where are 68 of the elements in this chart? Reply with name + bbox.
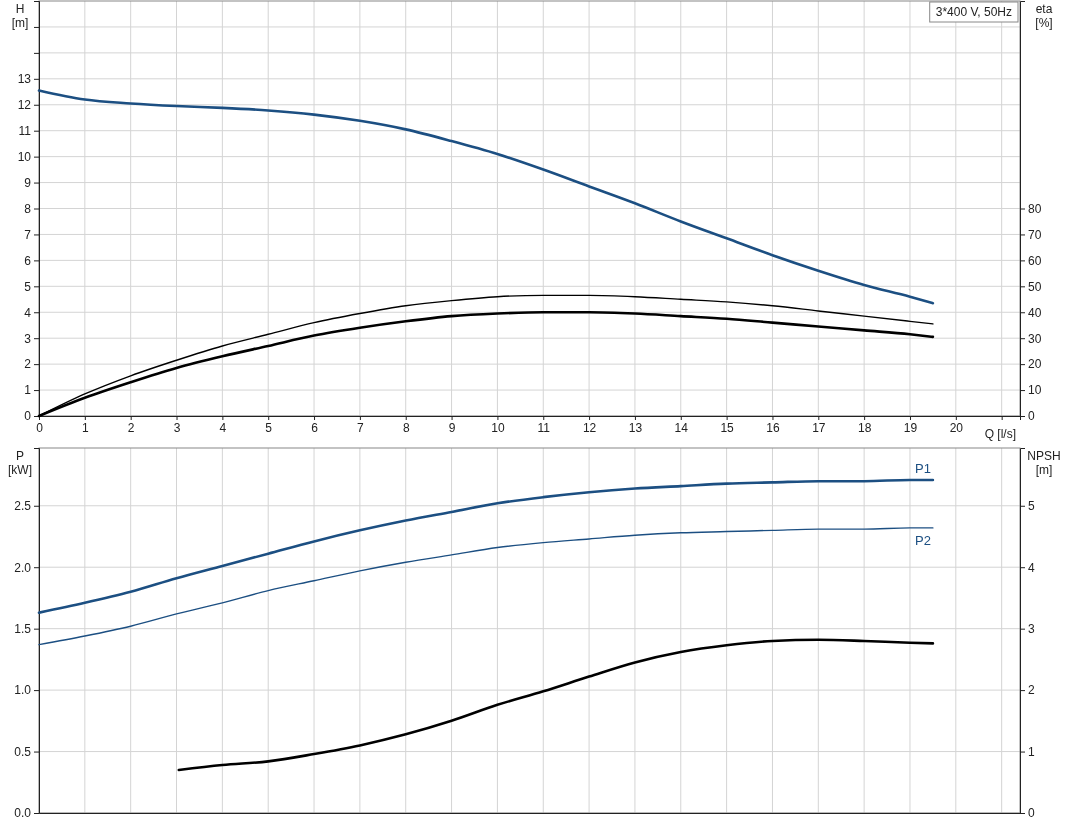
y-tick-label: 8 bbox=[24, 201, 32, 216]
x-tick-label: 20 bbox=[949, 420, 964, 435]
y2-tick-label: 1 bbox=[1028, 744, 1035, 759]
x-axis-title: Q [l/s] bbox=[984, 427, 1016, 441]
y-tick-label: 1.5 bbox=[14, 622, 32, 636]
x-tick-label: 4 bbox=[219, 420, 227, 435]
y-tick-label: 7 bbox=[24, 227, 32, 242]
y-axis-title: H [m] bbox=[11, 2, 29, 30]
x-tick-label: 12 bbox=[582, 420, 597, 435]
y-tick-label: 3 bbox=[24, 331, 32, 346]
x-tick-label: 13 bbox=[628, 420, 643, 435]
y2-tick-label: 20 bbox=[1028, 357, 1042, 372]
x-tick-label: 11 bbox=[537, 420, 551, 435]
y-tick-label: 0 bbox=[24, 409, 32, 424]
x-tick-label: 1 bbox=[82, 420, 89, 435]
y2-axis-title: eta [%] bbox=[1035, 2, 1053, 30]
y2-tick-label: 40 bbox=[1028, 305, 1042, 320]
y-tick-label: 6 bbox=[24, 253, 32, 268]
y-tick-label: 2.5 bbox=[14, 499, 32, 514]
x-tick-label: 3 bbox=[173, 420, 181, 435]
y-tick-label: 2 bbox=[24, 357, 32, 372]
x-tick-label: 0 bbox=[36, 420, 44, 435]
y2-tick-label: 80 bbox=[1028, 201, 1042, 216]
y-tick-label: 9 bbox=[24, 175, 32, 190]
y2-tick-label: 30 bbox=[1028, 331, 1042, 346]
x-tick-label: 10 bbox=[491, 420, 505, 435]
line-series bbox=[177, 638, 935, 772]
y2-tick-label: 60 bbox=[1028, 253, 1042, 268]
y2-tick-label: 10 bbox=[1028, 383, 1042, 398]
x-tick-label: 5 bbox=[265, 420, 273, 435]
y2-tick-label: 2 bbox=[1028, 683, 1035, 698]
x-tick-label: 9 bbox=[448, 420, 456, 435]
x-tick-label: 8 bbox=[402, 420, 410, 435]
x-tick-label: 16 bbox=[766, 420, 780, 435]
y-tick-label: 10 bbox=[17, 149, 32, 164]
x-tick-label: 18 bbox=[857, 420, 872, 435]
x-tick-label: 14 bbox=[674, 420, 689, 435]
y2-tick-label: 3 bbox=[1028, 622, 1035, 636]
y-tick-label: 11 bbox=[18, 124, 32, 139]
x-tick-label: 6 bbox=[311, 420, 319, 435]
y-tick-label: 0.0 bbox=[14, 806, 32, 821]
x-tick-label: 15 bbox=[720, 420, 735, 435]
x-tick-label: 17 bbox=[812, 420, 826, 435]
x-tick-label: 7 bbox=[357, 420, 365, 435]
y-axis-title: P [kW] bbox=[8, 449, 32, 477]
x-tick-label: 19 bbox=[903, 420, 918, 435]
line-series bbox=[38, 527, 934, 646]
y2-tick-label: 50 bbox=[1028, 279, 1042, 294]
line-series bbox=[37, 478, 935, 614]
y2-tick-label: 0 bbox=[1028, 806, 1035, 821]
y-tick-label: 0.5 bbox=[14, 744, 32, 759]
y2-tick-label: 4 bbox=[1028, 560, 1035, 575]
y-tick-label: 12 bbox=[17, 98, 32, 113]
y2-tick-label: 0 bbox=[1028, 409, 1035, 424]
y-tick-label: 4 bbox=[24, 305, 32, 320]
y2-tick-label: 70 bbox=[1028, 227, 1042, 242]
series-label: P1 bbox=[915, 460, 931, 476]
y2-axis-title: NPSH [m] bbox=[1027, 449, 1061, 477]
y-tick-label: 2.0 bbox=[14, 560, 32, 575]
y-tick-label: 13 bbox=[17, 72, 32, 87]
y-tick-label: 1 bbox=[24, 383, 32, 398]
series-label: P2 bbox=[915, 532, 931, 548]
y2-tick-label: 5 bbox=[1028, 499, 1035, 514]
line-series bbox=[37, 89, 935, 305]
y-tick-label: 5 bbox=[24, 279, 32, 294]
x-tick-label: 2 bbox=[127, 420, 135, 435]
y-tick-label: 1.0 bbox=[14, 683, 32, 698]
annotation: 3*400 V, 50Hz bbox=[935, 5, 1012, 19]
